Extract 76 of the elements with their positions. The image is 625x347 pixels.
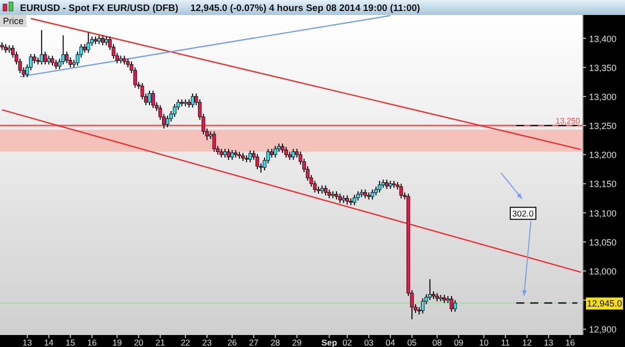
x-tick-label: 21 bbox=[156, 338, 166, 347]
x-tick-label: 28 bbox=[270, 338, 280, 347]
y-tick-label: 13,100 bbox=[589, 208, 617, 218]
candlestick bbox=[43, 51, 47, 65]
candlestick bbox=[453, 300, 457, 312]
candlestick bbox=[292, 148, 296, 160]
x-tick-label: 13 bbox=[544, 338, 554, 347]
candlestick bbox=[40, 30, 44, 65]
x-tick-label: 16 bbox=[87, 338, 97, 347]
candlestick bbox=[385, 179, 389, 190]
annotation: Price bbox=[3, 16, 24, 26]
x-tick-label: 20 bbox=[134, 338, 144, 347]
candlestick bbox=[280, 143, 284, 154]
candlestick bbox=[356, 190, 360, 202]
candlestick bbox=[65, 51, 69, 64]
x-tick-label: Sep bbox=[321, 338, 338, 347]
y-tick-label: 13,050 bbox=[589, 237, 617, 248]
x-tick-label: 23 bbox=[202, 338, 212, 347]
y-tick-label: 13,150 bbox=[589, 179, 617, 190]
candlestick bbox=[338, 193, 342, 204]
candlestick bbox=[148, 90, 152, 106]
candlestick bbox=[226, 148, 230, 160]
candlestick bbox=[230, 149, 234, 160]
candlestick bbox=[248, 150, 252, 163]
candlestick bbox=[370, 189, 374, 200]
x-tick-label: 13 bbox=[22, 338, 32, 347]
candlestick bbox=[212, 130, 216, 152]
x-tick-label: 10 bbox=[479, 338, 489, 347]
x-tick-label: 26 bbox=[227, 338, 238, 347]
y-tick-label: 13,350 bbox=[589, 62, 617, 73]
candlestick bbox=[352, 194, 356, 206]
x-tick-label: 16 bbox=[565, 338, 576, 347]
candlestick bbox=[420, 298, 425, 314]
x-tick-label: 03 bbox=[364, 338, 374, 347]
ref-line-label: 13,250 bbox=[556, 116, 581, 126]
x-tick-label: 14 bbox=[44, 338, 54, 347]
annotation: 302.0 bbox=[512, 208, 534, 218]
candlestick bbox=[256, 154, 260, 170]
y-tick-label: 13,000 bbox=[589, 266, 617, 276]
x-tick-label: 12 bbox=[522, 338, 532, 347]
x-tick-label: 27 bbox=[249, 338, 259, 347]
x-tick-label: 09 bbox=[454, 338, 464, 347]
candlestick bbox=[399, 183, 403, 199]
candlestick bbox=[86, 32, 90, 54]
x-tick-label: 19 bbox=[112, 338, 122, 347]
candlestick bbox=[378, 180, 382, 193]
y-tick-label: 13,300 bbox=[589, 92, 617, 102]
candlestick bbox=[284, 146, 288, 158]
x-tick-label: 22 bbox=[180, 338, 190, 347]
x-tick-label: 15 bbox=[66, 338, 76, 347]
candlestick bbox=[100, 34, 105, 46]
candlestick bbox=[324, 184, 328, 196]
candlestick bbox=[151, 90, 155, 109]
candlestick bbox=[450, 296, 454, 312]
x-tick-label: 02 bbox=[342, 338, 352, 347]
candlestick bbox=[61, 34, 65, 65]
candlestick bbox=[54, 59, 58, 70]
candlestick bbox=[345, 194, 350, 206]
x-tick-label: 04 bbox=[386, 338, 396, 347]
candlestick bbox=[172, 104, 176, 118]
candlestick bbox=[166, 115, 170, 128]
x-tick-label: 11 bbox=[501, 338, 510, 347]
candlestick bbox=[428, 278, 432, 301]
y-tick-label: 13,250 bbox=[589, 121, 617, 132]
candlestick bbox=[32, 53, 36, 64]
y-tick-label: 12,900 bbox=[589, 324, 617, 335]
candlestick bbox=[274, 145, 278, 158]
x-tick-label: 29 bbox=[292, 338, 302, 347]
candlestick bbox=[50, 55, 54, 66]
x-tick-label: 05 bbox=[407, 338, 417, 347]
candlestick bbox=[190, 93, 194, 108]
chart-title: EURUSD - Spot FX EUR/USD (DFB) bbox=[20, 3, 178, 14]
y-tick-label: 13,400 bbox=[589, 34, 617, 44]
x-tick-label: 08 bbox=[432, 338, 442, 347]
chart-subtitle: 12,945.0 (-0.07%) 4 hours Sep 08 2014 19:00 (11:00) bbox=[190, 3, 420, 14]
y-tick-label: 13,200 bbox=[589, 150, 617, 160]
